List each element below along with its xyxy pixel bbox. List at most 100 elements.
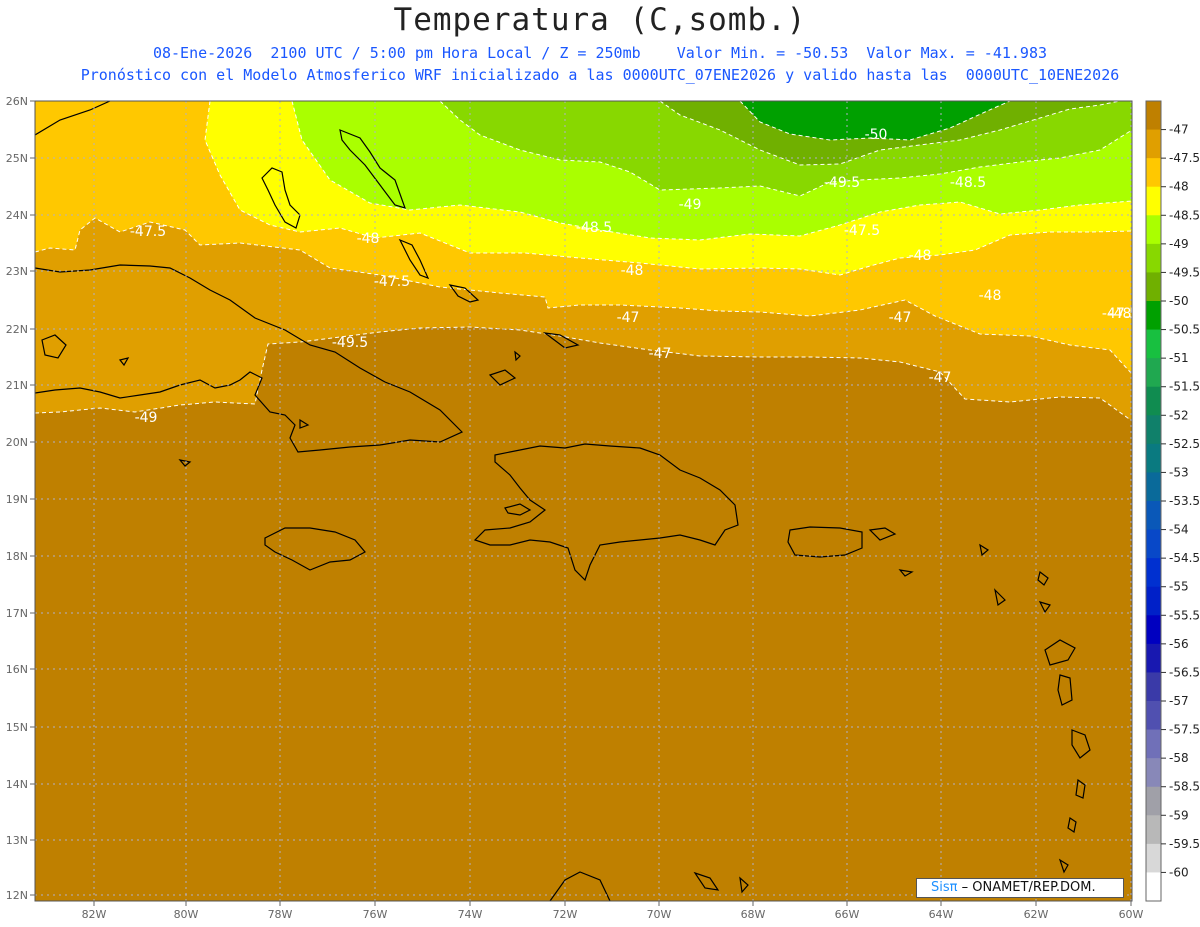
- legend-label: -48: [1169, 180, 1189, 194]
- contour-label: -47: [929, 370, 952, 386]
- lesser-antilles-martinique: [1071, 729, 1091, 759]
- lon-label: 80W: [174, 908, 199, 921]
- legend-swatch: [1146, 101, 1161, 131]
- legend-label: -50: [1169, 294, 1189, 308]
- legend-label: -58: [1169, 751, 1189, 765]
- legend-label: -54: [1169, 523, 1189, 537]
- isla-juventud-coastline: [41, 334, 67, 359]
- lesser-antilles-2: [1038, 601, 1051, 614]
- contour-label: -49.5: [824, 175, 860, 191]
- contour-label: -47: [889, 310, 912, 326]
- legend-swatch: [1146, 558, 1161, 588]
- contour-label: -49.5: [332, 335, 368, 351]
- contour-label: -48.5: [576, 220, 612, 236]
- legend-swatch: [1146, 243, 1161, 273]
- contour-label: -48: [1109, 306, 1132, 322]
- contour-label: -47: [617, 310, 640, 326]
- contour-label: -48.5: [950, 175, 986, 191]
- legend-label: -57.5: [1169, 723, 1200, 737]
- bahamas-coastline-4: [542, 332, 580, 349]
- lon-label: 68W: [741, 908, 766, 921]
- map-frame: [34, 100, 1133, 902]
- lesser-antilles-dominica: [1057, 674, 1073, 706]
- legend-label: -56: [1169, 637, 1189, 651]
- contour-label: -48: [357, 231, 380, 247]
- lat-label: 26N: [6, 95, 28, 108]
- legend-label: -60: [1169, 865, 1189, 879]
- legend-label: -52.5: [1169, 437, 1200, 451]
- gonave-coastline: [504, 503, 532, 516]
- bahamas-coastline-3: [448, 284, 480, 303]
- legend-label: -53.5: [1169, 494, 1200, 508]
- turks-caicos-coastline: [514, 350, 521, 362]
- color-legend: -47 -47.5 -48 -48.5 -49 -49.5 -50 -50.5 -51 -51.5…: [1145, 100, 1200, 902]
- legend-label: -51: [1169, 351, 1189, 365]
- lon-label: 62W: [1024, 908, 1049, 921]
- lesser-antilles-stlucia: [1075, 778, 1086, 799]
- lon-label: 74W: [458, 908, 483, 921]
- latitude-axis: 26N 25N 24N 23N 22N 21N 20N 19N 18N 17N 16N 15N 14N 1…: [6, 95, 35, 902]
- legend-swatch: [1146, 415, 1161, 445]
- lat-label: 12N: [6, 889, 28, 902]
- legend-swatch: [1146, 501, 1161, 531]
- legend-swatch: [1146, 729, 1161, 759]
- band-minus-50-5: [740, 101, 1010, 140]
- legend-swatch: [1146, 815, 1161, 845]
- coastlines: [35, 101, 1091, 901]
- lat-label: 25N: [6, 152, 28, 165]
- lat-label: 24N: [6, 209, 28, 222]
- inagua-coastline: [488, 369, 517, 386]
- bahamas-coastline-2: [398, 238, 430, 280]
- legend-swatch: [1146, 158, 1161, 188]
- contour-label: -47.5: [374, 274, 410, 290]
- lat-label: 16N: [6, 663, 28, 676]
- legend-swatch: [1146, 472, 1161, 502]
- legend-swatch: [1146, 586, 1161, 616]
- lat-label: 14N: [6, 778, 28, 791]
- longitude-axis: 82W 80W 78W 76W 74W 72W 70W 68W 66W 64W 62W 60W: [82, 901, 1144, 921]
- legend-label: -47.5: [1169, 151, 1200, 165]
- lon-label: 66W: [835, 908, 860, 921]
- legend-label: -51.5: [1169, 380, 1200, 394]
- legend-swatch: [1146, 186, 1161, 216]
- contour-label: -50: [865, 127, 888, 143]
- contour-label: -47.5: [1102, 306, 1138, 322]
- legend-swatch: [1146, 129, 1161, 159]
- contour-label: -49: [679, 197, 702, 213]
- legend-label: -54.5: [1169, 551, 1200, 565]
- virgin-islands-coastline: [868, 527, 897, 541]
- florida-coastline: [35, 101, 111, 136]
- contour-label: -49: [135, 410, 158, 426]
- sispi-logo: Sisπ: [931, 880, 958, 895]
- lat-label: 23N: [6, 265, 28, 278]
- small-islands: [118, 357, 1006, 607]
- lat-label: 13N: [6, 834, 28, 847]
- legend-swatch: [1146, 215, 1161, 245]
- contour-label: -47: [649, 346, 672, 362]
- puerto-rico-coastline: [787, 526, 863, 558]
- lat-label: 15N: [6, 721, 28, 734]
- south-america-coastline: [549, 871, 611, 901]
- lon-label: 82W: [82, 908, 107, 921]
- legend-swatch: [1146, 615, 1161, 645]
- lat-label: 17N: [6, 607, 28, 620]
- legend-swatch: [1146, 758, 1161, 788]
- bahamas-coastline-1: [339, 129, 406, 209]
- contour-label: -47.5: [844, 223, 880, 239]
- lesser-antilles-1: [1037, 570, 1049, 586]
- chart-title: Temperatura (C,somb.): [393, 2, 807, 38]
- lat-label: 20N: [6, 436, 28, 449]
- lat-label: 19N: [6, 493, 28, 506]
- lon-label: 78W: [268, 908, 293, 921]
- forecast-time-and-range: 08-Ene-2026 2100 UTC / 5:00 pm Hora Loca…: [152, 44, 1048, 62]
- legend-label: -49: [1169, 237, 1189, 251]
- legend-label: -58.5: [1169, 780, 1200, 794]
- lon-label: 72W: [553, 908, 578, 921]
- legend-swatch: [1146, 529, 1161, 559]
- legend-swatch: [1146, 329, 1161, 359]
- contour-label: -47.5: [130, 224, 166, 240]
- lat-label: 18N: [6, 550, 28, 563]
- abc-islands-coastline: [693, 871, 749, 894]
- legend-label: -59: [1169, 808, 1189, 822]
- credit-box: Sisπ – ONAMET/REP.DOM.: [916, 878, 1124, 898]
